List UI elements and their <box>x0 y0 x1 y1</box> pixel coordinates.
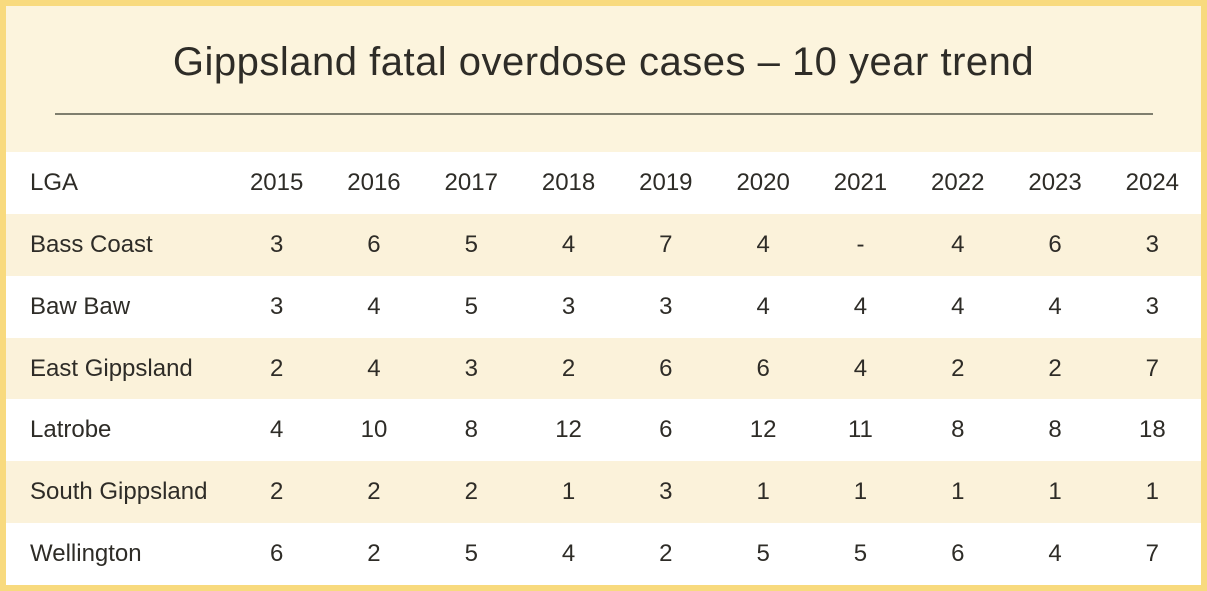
cell-value: 6 <box>1048 230 1062 258</box>
column-header-2024: 2024 <box>1125 168 1180 196</box>
data-table: LGA 2015 2016 2017 2018 2019 2020 2021 2… <box>6 152 1201 585</box>
cell-value: 4 <box>367 354 381 382</box>
cell-value: 8 <box>951 416 965 444</box>
cell-value: 4 <box>1048 540 1062 568</box>
table-row: Bass Coast 3 6 5 4 7 4 - 4 6 3 <box>6 213 1201 276</box>
cell-value: 6 <box>659 354 673 382</box>
column-header-2020: 2020 <box>736 168 790 196</box>
cell-value: 4 <box>951 292 965 320</box>
row-label: Baw Baw <box>30 292 131 320</box>
row-label: Bass Coast <box>30 230 153 258</box>
cell-value: 6 <box>951 540 965 568</box>
row-label: Latrobe <box>30 416 112 444</box>
cell-value: 2 <box>269 478 284 506</box>
cell-value: 6 <box>659 416 673 444</box>
cell-value: 1 <box>951 478 965 506</box>
cell-value: 11 <box>847 416 873 444</box>
cell-value: 10 <box>360 416 388 444</box>
cell-value: 4 <box>853 292 868 320</box>
cell-value: 2 <box>1048 354 1062 382</box>
cell-value: 3 <box>464 354 478 382</box>
cell-value: 3 <box>659 478 673 506</box>
cell-value: 5 <box>853 540 868 568</box>
cell-value: 7 <box>1145 540 1160 568</box>
cell-value: 6 <box>367 230 381 258</box>
column-header-lga: LGA <box>30 168 79 196</box>
cell-value: 2 <box>464 478 478 506</box>
cell-value: 12 <box>749 416 777 444</box>
cell-value: 4 <box>853 354 868 382</box>
column-header-2019: 2019 <box>639 168 693 196</box>
cell-value: - <box>856 230 865 258</box>
cell-value: 6 <box>756 354 770 382</box>
cell-value: 1 <box>853 478 868 506</box>
cell-value: 3 <box>1145 230 1160 258</box>
cell-value: 4 <box>269 416 284 444</box>
table-header-row: LGA 2015 2016 2017 2018 2019 2020 2021 2… <box>6 152 1201 214</box>
cell-value: 1 <box>756 478 770 506</box>
cell-value: 4 <box>756 292 770 320</box>
cell-value: 2 <box>561 354 576 382</box>
cell-value: 3 <box>561 292 576 320</box>
column-header-2021: 2021 <box>833 168 888 196</box>
cell-value: 4 <box>756 230 770 258</box>
column-header-2015: 2015 <box>249 168 304 196</box>
table-row: East Gippsland 2 4 3 2 6 6 4 2 2 7 <box>6 337 1201 400</box>
cell-value: 5 <box>464 540 478 568</box>
cell-value: 2 <box>269 354 284 382</box>
cell-value: 6 <box>269 540 284 568</box>
cell-value: 2 <box>951 354 965 382</box>
cell-value: 3 <box>269 230 284 258</box>
cell-value: 7 <box>1145 354 1160 382</box>
cell-value: 1 <box>1145 478 1160 506</box>
row-label: Wellington <box>30 540 142 568</box>
cell-value: 3 <box>1145 292 1160 320</box>
cell-value: 12 <box>555 416 582 444</box>
cell-value: 2 <box>659 540 673 568</box>
title-section: Gippsland fatal overdose cases – 10 year… <box>6 6 1201 152</box>
row-label: South Gippsland <box>30 478 208 506</box>
table-row: Latrobe 4 10 8 12 6 12 11 8 8 18 <box>6 399 1201 462</box>
cell-value: 8 <box>464 416 478 444</box>
cell-value: 5 <box>464 230 478 258</box>
row-label: East Gippsland <box>30 354 193 382</box>
page-title: Gippsland fatal overdose cases – 10 year… <box>172 40 1035 84</box>
column-header-2018: 2018 <box>541 168 596 196</box>
table-row: Wellington 6 2 5 4 2 5 5 6 4 7 <box>6 523 1201 585</box>
table-row: South Gippsland 2 2 2 1 3 1 1 1 1 1 <box>6 461 1201 524</box>
column-header-2023: 2023 <box>1028 168 1082 196</box>
cell-value: 7 <box>659 230 673 258</box>
column-header-2017: 2017 <box>444 168 498 196</box>
cell-value: 3 <box>659 292 673 320</box>
title-divider <box>55 113 1153 115</box>
cell-value: 18 <box>1138 416 1166 444</box>
column-header-2022: 2022 <box>931 168 985 196</box>
cell-value: 4 <box>561 540 576 568</box>
cell-value: 3 <box>269 292 284 320</box>
cell-value: 2 <box>367 478 381 506</box>
cell-value: 8 <box>1048 416 1062 444</box>
cell-value: 5 <box>756 540 770 568</box>
cell-value: 1 <box>1048 478 1062 506</box>
cell-value: 1 <box>561 478 576 506</box>
column-header-2016: 2016 <box>347 168 401 196</box>
cell-value: 4 <box>367 292 381 320</box>
cell-value: 2 <box>367 540 381 568</box>
cell-value: 4 <box>951 230 965 258</box>
cell-value: 4 <box>561 230 576 258</box>
table-row: Baw Baw 3 4 5 3 3 4 4 4 4 3 <box>6 275 1201 338</box>
cell-value: 5 <box>464 292 478 320</box>
cell-value: 4 <box>1048 292 1062 320</box>
